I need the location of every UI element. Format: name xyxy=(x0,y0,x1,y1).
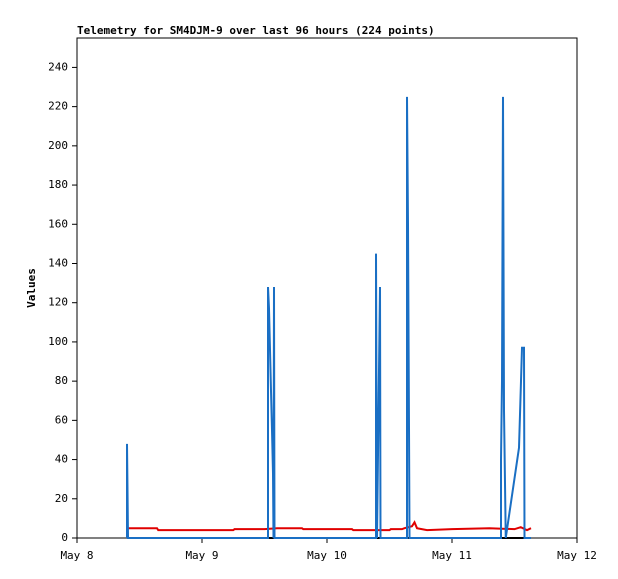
y-tick-label: 20 xyxy=(55,492,68,505)
x-tick-label: May 9 xyxy=(185,549,218,562)
y-axis-label: Values xyxy=(25,268,38,308)
x-tick-label: May 10 xyxy=(307,549,347,562)
y-tick-label: 60 xyxy=(55,413,68,426)
y-tick-label: 0 xyxy=(61,531,68,544)
x-tick-label: May 12 xyxy=(557,549,597,562)
y-tick-label: 120 xyxy=(48,296,68,309)
y-tick-label: 180 xyxy=(48,178,68,191)
y-tick-label: 220 xyxy=(48,100,68,113)
y-tick-label: 80 xyxy=(55,374,68,387)
y-tick-label: 100 xyxy=(48,335,68,348)
series-line xyxy=(127,520,532,532)
y-tick-label: 200 xyxy=(48,139,68,152)
y-tick-label: 240 xyxy=(48,60,68,73)
x-tick-label: May 8 xyxy=(60,549,93,562)
y-tick-label: 160 xyxy=(48,217,68,230)
x-tick-label: May 11 xyxy=(432,549,472,562)
y-tick-label: 140 xyxy=(48,256,68,269)
series-line xyxy=(126,96,531,539)
y-tick-label: 40 xyxy=(55,453,68,466)
chart-title: Telemetry for SM4DJM-9 over last 96 hour… xyxy=(77,24,435,37)
